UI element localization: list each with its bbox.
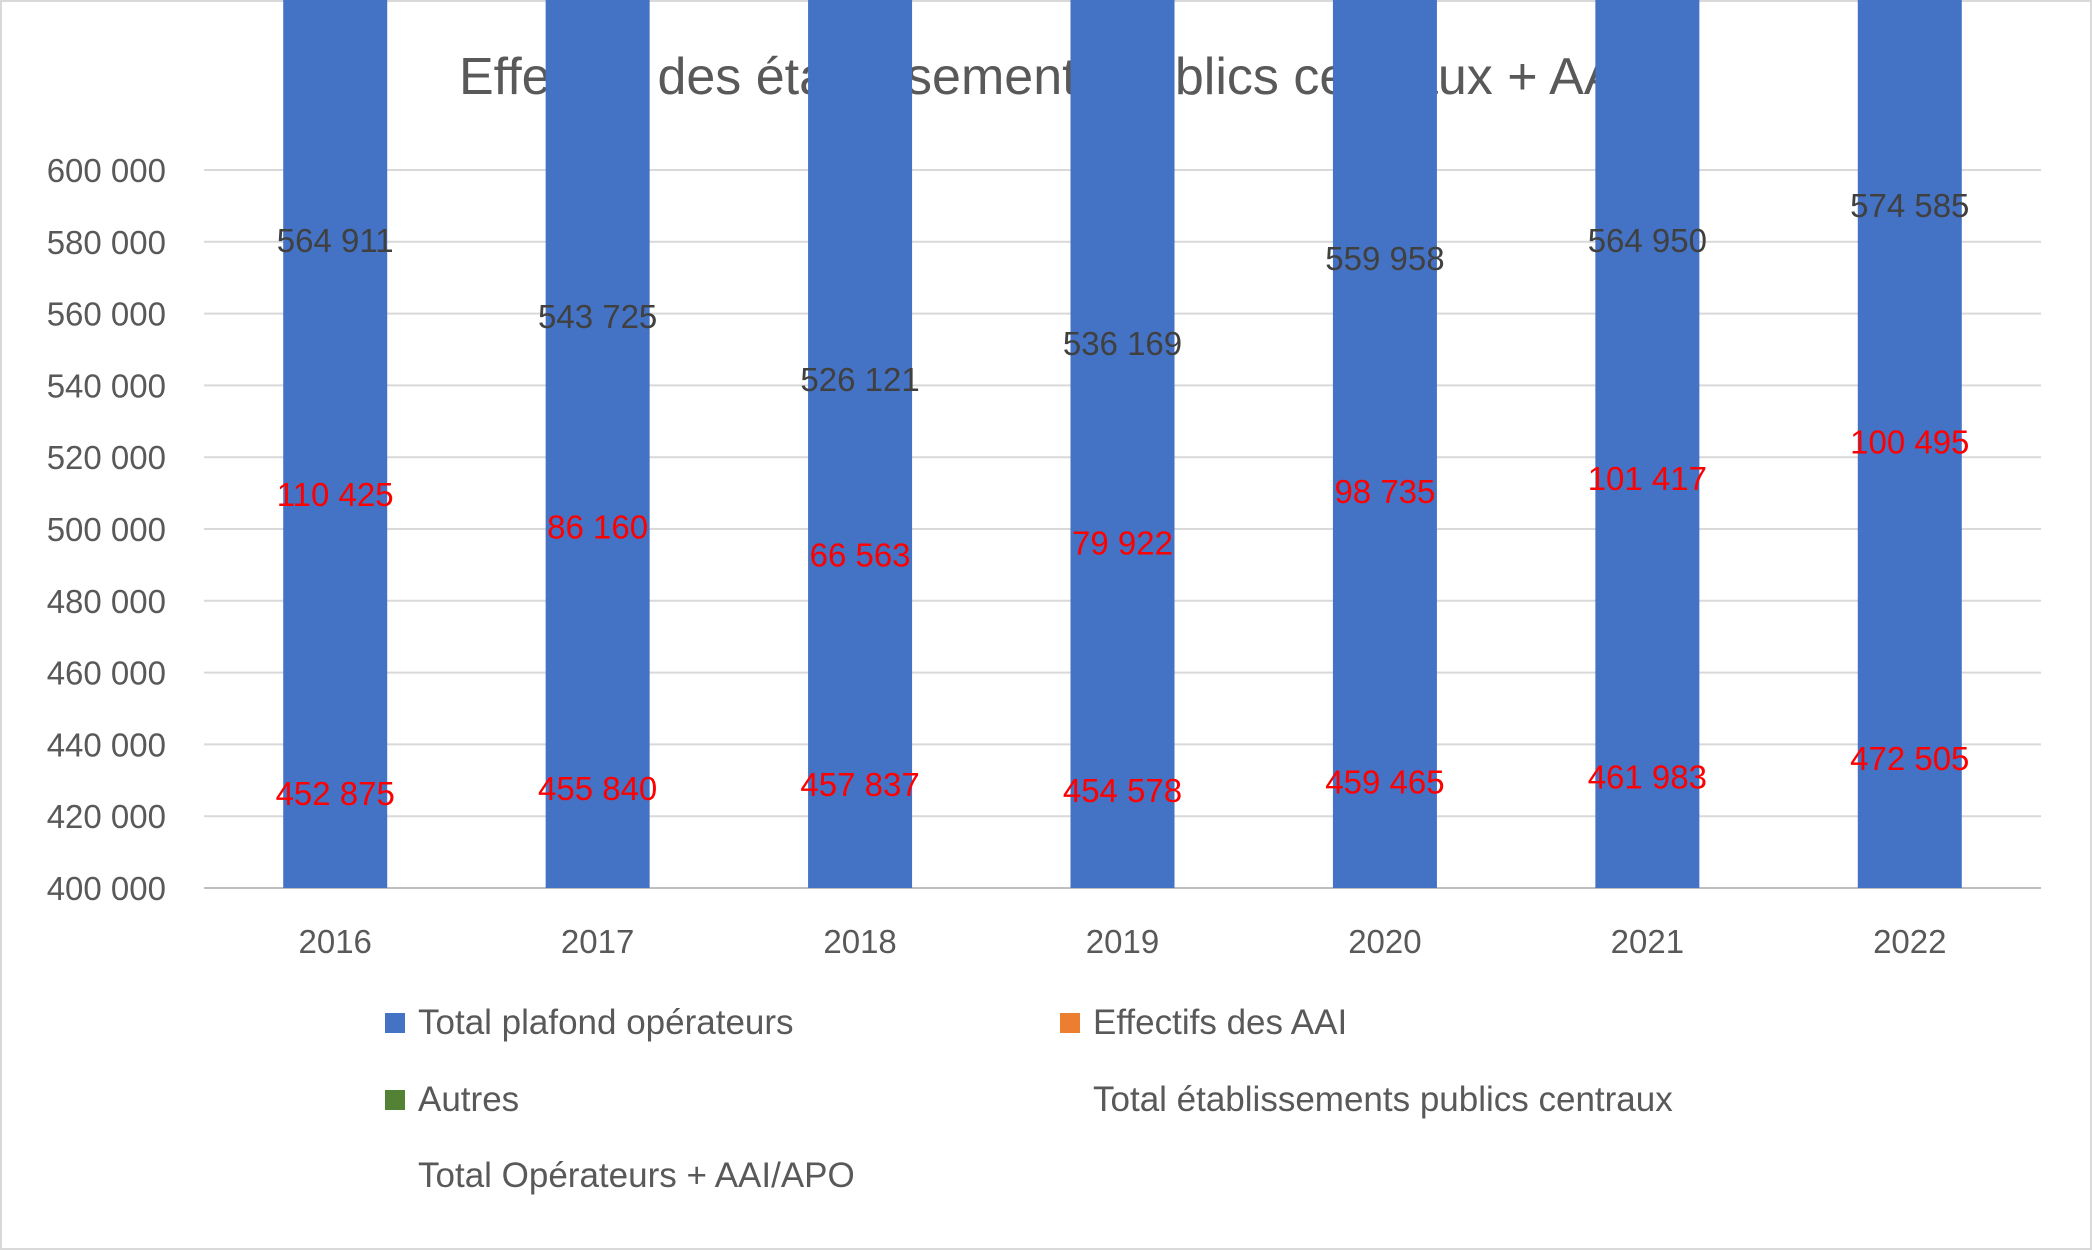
bar-segment-plafond: [545, 0, 650, 888]
data-label-total: 559 958: [1325, 240, 1444, 277]
data-label-autres: 66 563: [810, 537, 911, 574]
data-label-total: 564 911: [277, 222, 394, 259]
y-tick-label: 580 000: [47, 224, 166, 261]
y-tick-label: 600 000: [47, 152, 166, 189]
x-tick-label: 2017: [561, 923, 634, 960]
y-tick-label: 500 000: [47, 511, 166, 548]
bars: [283, 0, 1962, 889]
x-tick-label: 2022: [1873, 923, 1946, 960]
data-label-autres: 79 922: [1072, 525, 1173, 562]
data-label-plafond: 454 578: [1063, 772, 1182, 809]
y-tick-label: 460 000: [47, 655, 166, 692]
legend-marker: [1060, 1013, 1080, 1033]
bar-segment-plafond: [808, 0, 913, 889]
data-label-autres: 86 160: [547, 509, 648, 546]
bar-segment-plafond: [1857, 0, 1962, 888]
x-axis: 2016 2017 2018 2019 2020 2021 2022: [299, 923, 1947, 960]
bar-segment-plafond: [1332, 0, 1437, 888]
legend-entry: Total plafond opérateurs: [418, 1003, 794, 1042]
data-labels: 452 875 110 425 564 911 455 840 86 160 543 72…: [276, 187, 1970, 812]
bar-segment-plafond: [283, 0, 388, 889]
data-label-plafond: 455 840: [538, 770, 657, 807]
data-label-autres: 110 425: [277, 476, 394, 513]
legend-marker: [385, 1090, 405, 1110]
y-tick-label: 560 000: [47, 296, 166, 333]
y-axis: 400 000 420 000 440 000 460 000 480 000 500 0…: [47, 152, 166, 907]
data-label-total: 526 121: [800, 361, 919, 398]
legend-entry: Effectifs des AAI: [1093, 1003, 1347, 1042]
y-tick-label: 520 000: [47, 439, 166, 476]
legend-marker: [385, 1013, 405, 1033]
data-label-plafond: 457 837: [800, 766, 919, 803]
data-label-plafond: 472 505: [1850, 740, 1969, 777]
x-tick-label: 2019: [1086, 923, 1159, 960]
legend-entry: Autres: [418, 1080, 519, 1119]
y-tick-label: 420 000: [47, 798, 166, 835]
data-label-autres: 101 417: [1588, 460, 1707, 497]
bar-segment-plafond: [1070, 0, 1175, 889]
y-tick-label: 540 000: [47, 367, 166, 404]
data-label-autres: 98 735: [1334, 473, 1435, 510]
x-tick-label: 2020: [1348, 923, 1421, 960]
y-tick-label: 440 000: [47, 726, 166, 763]
x-tick-label: 2018: [823, 923, 896, 960]
data-label-plafond: 459 465: [1325, 763, 1444, 800]
data-label-plafond: 452 875: [276, 775, 395, 812]
y-tick-label: 400 000: [47, 870, 166, 907]
data-label-autres: 100 495: [1850, 424, 1969, 461]
legend: Total plafond opérateurs Effectifs des AA…: [385, 1003, 1673, 1195]
x-tick-label: 2016: [299, 923, 372, 960]
data-label-total: 543 725: [538, 298, 657, 335]
data-label-total: 536 169: [1063, 325, 1182, 362]
legend-entry: Total établissements publics centraux: [1093, 1080, 1673, 1119]
legend-entry: Total Opérateurs + AAI/APO: [418, 1156, 855, 1195]
chart-title: Effectifs des établissements publics cen…: [459, 48, 1633, 106]
data-label-total: 574 585: [1850, 187, 1969, 224]
bar-segment-plafond: [1595, 0, 1700, 888]
data-label-plafond: 461 983: [1588, 759, 1707, 796]
x-tick-label: 2021: [1611, 923, 1684, 960]
y-tick-label: 480 000: [47, 583, 166, 620]
data-label-total: 564 950: [1588, 222, 1707, 259]
